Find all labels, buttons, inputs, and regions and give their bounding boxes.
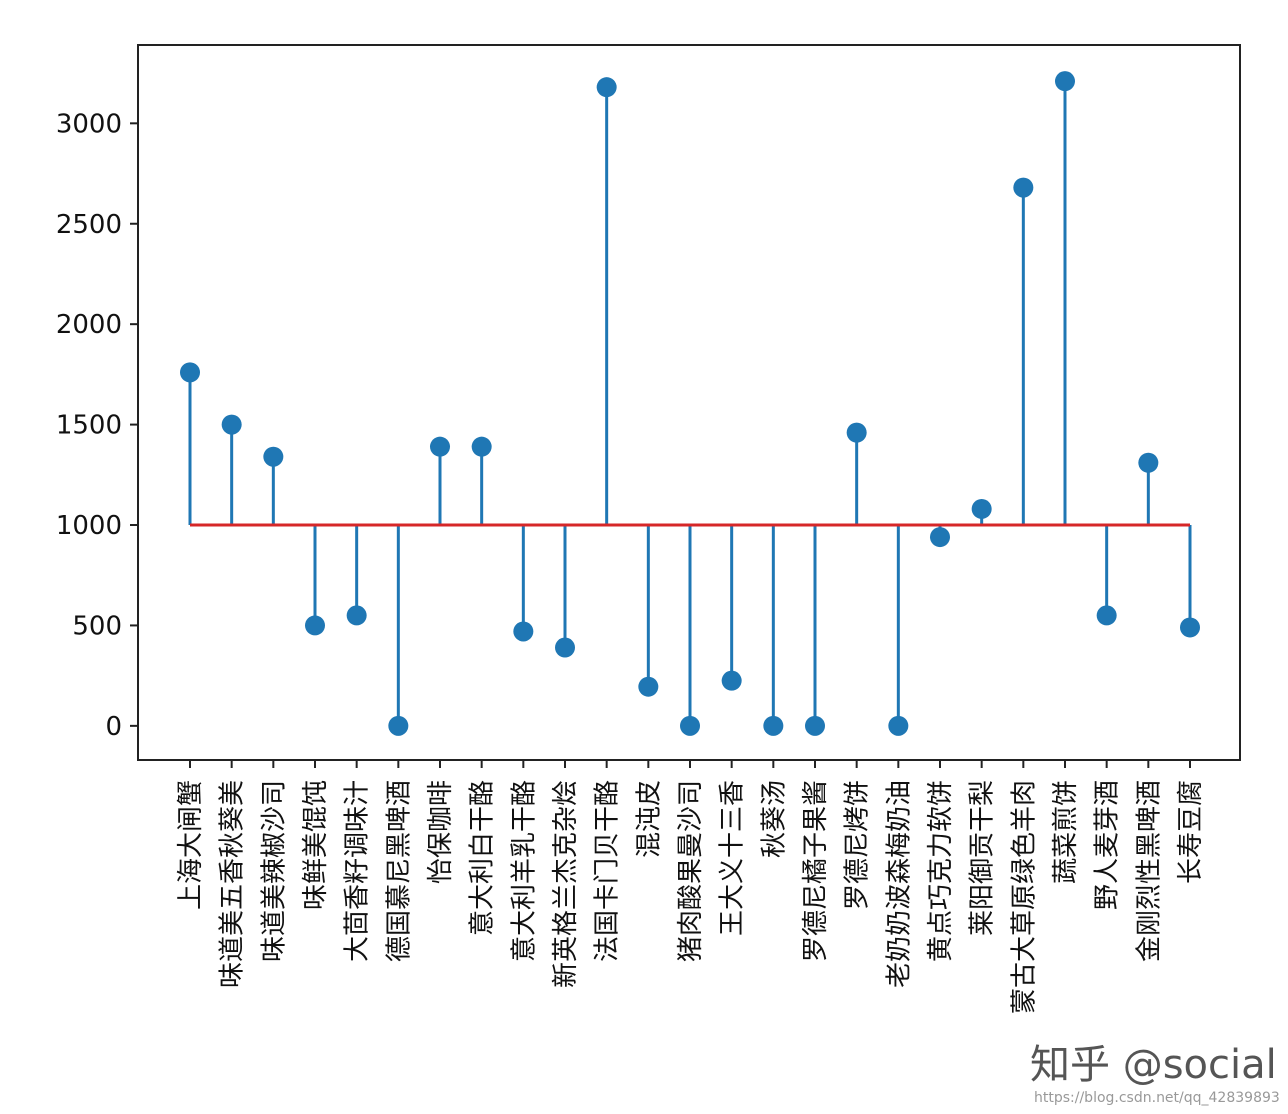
stem-marker bbox=[638, 676, 659, 697]
y-tick-label: 500 bbox=[72, 611, 122, 641]
x-tick-label: 王大义十三香 bbox=[718, 780, 748, 936]
stem-marker bbox=[1013, 177, 1034, 198]
x-tick-label: 蔬菜煎饼 bbox=[1051, 780, 1081, 884]
stem-marker bbox=[596, 77, 617, 98]
stem-marker bbox=[471, 436, 492, 457]
stem-marker bbox=[1180, 617, 1200, 638]
stem-marker bbox=[346, 605, 367, 626]
y-axis: 0 500 1000 1500 2000 2500 3000 bbox=[56, 109, 138, 742]
y-tick-label: 0 bbox=[105, 712, 122, 742]
stem-marker bbox=[846, 422, 867, 443]
x-tick-label: 野人麦芽酒 bbox=[1093, 780, 1123, 910]
stem-marker bbox=[680, 715, 700, 736]
stem-marker bbox=[1096, 605, 1117, 626]
x-tick-label: 金刚烈性黑啤酒 bbox=[1134, 780, 1164, 962]
y-tick-label: 1500 bbox=[56, 411, 122, 441]
stem-marker bbox=[221, 414, 242, 435]
x-tick-label: 混沌皮 bbox=[634, 780, 664, 858]
stem-marker bbox=[888, 715, 909, 736]
plot-area bbox=[137, 44, 1241, 761]
y-tick-label: 3000 bbox=[56, 109, 122, 139]
x-tick-label: 意大利羊乳干酪 bbox=[509, 780, 539, 962]
x-tick-label: 味道美辣椒沙司 bbox=[259, 780, 289, 962]
y-tick-label: 2500 bbox=[56, 210, 122, 240]
watermark-url: https://blog.csdn.net/qq_42839893 bbox=[1034, 1090, 1280, 1106]
stem-marker bbox=[263, 446, 284, 467]
x-tick-label: 味道美五香秋葵美 bbox=[218, 780, 248, 988]
stem-marker bbox=[971, 498, 992, 519]
x-tick-label: 长寿豆腐 bbox=[1176, 780, 1206, 884]
x-tick-label: 老奶奶波森梅奶油 bbox=[884, 780, 914, 988]
x-tick-label: 猪肉酸果曼沙司 bbox=[676, 780, 706, 962]
x-tick-label: 蒙古大草原绿色羊肉 bbox=[1009, 780, 1039, 1014]
x-tick-label: 新英格兰杰克杂烩 bbox=[551, 780, 581, 988]
watermark-text: 知乎 @social bbox=[1030, 1042, 1277, 1088]
stem-marker bbox=[430, 436, 450, 457]
stem-marker bbox=[513, 621, 534, 642]
x-tick-label: 怡保咖啡 bbox=[426, 780, 456, 884]
x-tick-label: 意大利白干酪 bbox=[468, 780, 498, 936]
x-tick-label: 法国卡门贝干酪 bbox=[593, 780, 623, 962]
y-tick-label: 2000 bbox=[56, 310, 122, 340]
stem-marker bbox=[180, 362, 200, 383]
x-tick-label: 上海大闸蟹 bbox=[176, 780, 206, 910]
y-tick-label: 1000 bbox=[56, 511, 122, 541]
stem-marker bbox=[721, 670, 742, 691]
x-tick-label: 罗德尼烤饼 bbox=[843, 780, 873, 910]
x-tick-label: 莱阳御贡干梨 bbox=[968, 780, 998, 936]
x-tick-label: 罗德尼橘子果酱 bbox=[801, 780, 831, 962]
stem-marker bbox=[305, 615, 325, 636]
x-tick-label: 大茴香籽调味汁 bbox=[343, 780, 373, 962]
x-axis: 上海大闸蟹 味道美五香秋葵美 味道美辣椒沙司 味鲜美馄饨 大茴香籽调味汁 德国慕尼黑啤酒怡… bbox=[176, 760, 1206, 1014]
stem-marker bbox=[388, 715, 409, 736]
stem-marker bbox=[1055, 71, 1075, 92]
x-tick-label: 秋葵汤 bbox=[759, 780, 789, 858]
stem-marker bbox=[805, 715, 825, 736]
x-tick-label: 黄点巧克力软饼 bbox=[926, 780, 956, 962]
x-tick-label: 味鲜美馄饨 bbox=[301, 780, 331, 910]
stem-marker bbox=[1138, 452, 1159, 473]
stem-marker bbox=[763, 715, 784, 736]
stem-marker bbox=[555, 637, 575, 658]
x-tick-label: 德国慕尼黑啤酒 bbox=[384, 780, 414, 962]
stem-marker bbox=[930, 527, 950, 548]
